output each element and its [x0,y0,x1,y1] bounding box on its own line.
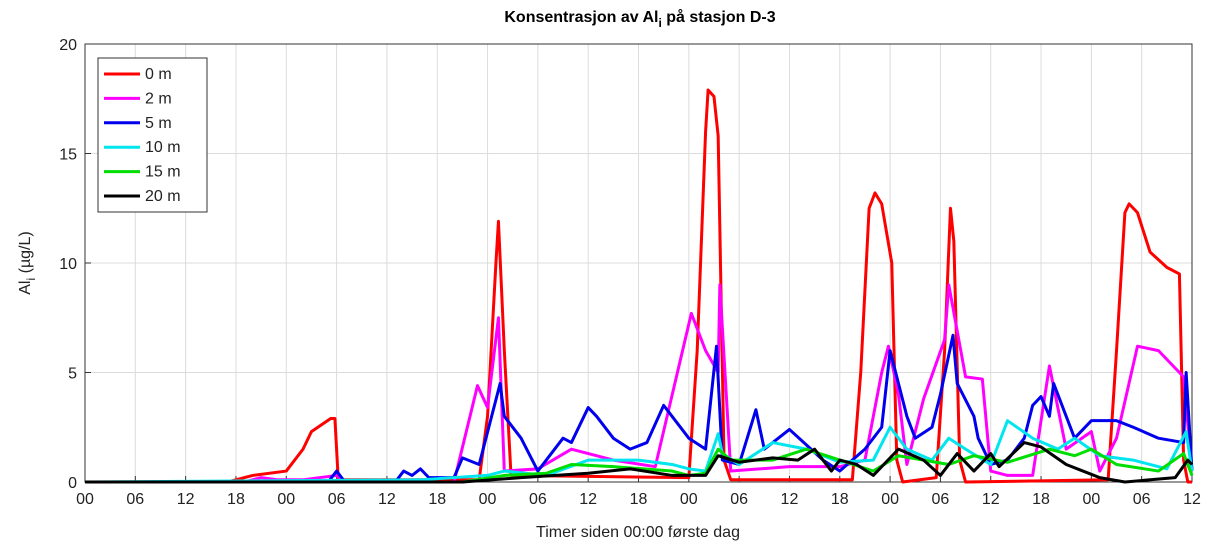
y-tick-label: 5 [68,366,77,383]
series-line [85,88,1192,484]
title-subscript: i [658,16,661,30]
x-tick-label: 00 [76,491,94,508]
legend-label: 15 m [145,164,181,181]
ylabel-part: (µg/L) [17,231,34,278]
x-tick-label: 00 [1082,491,1100,508]
x-tick-label: 12 [378,491,396,508]
ylabel-subscript: i [24,278,38,281]
y-tick-label: 10 [59,256,77,273]
x-tick-label: 00 [881,491,899,508]
x-tick-label: 18 [428,491,446,508]
legend-label: 20 m [145,188,181,205]
x-tick-label: 00 [479,491,497,508]
x-tick-label: 12 [982,491,1000,508]
x-tick-label: 18 [1032,491,1050,508]
x-tick-label: 18 [831,491,849,508]
x-tick-label: 18 [630,491,648,508]
title-part: Konsentrasjon av Al [504,9,658,26]
x-tick-label: 12 [579,491,597,508]
legend-label: 0 m [145,66,172,83]
y-tick-label: 15 [59,147,77,164]
x-tick-label: 18 [227,491,245,508]
x-tick-label: 06 [932,491,950,508]
x-tick-label: 06 [1133,491,1151,508]
x-tick-label: 06 [328,491,346,508]
chart-title: Konsentrasjon av Ali på stasjon D-3 [504,8,775,30]
x-tick-label: 12 [781,491,799,508]
legend-label: 10 m [145,139,181,156]
x-tick-label: 00 [680,491,698,508]
y-tick-label: 20 [59,37,77,54]
x-axis-label: Timer siden 00:00 første dag [536,524,740,541]
ylabel-part: Al [17,281,34,295]
x-tick-label: 00 [277,491,295,508]
x-tick-label: 12 [1183,491,1201,508]
x-tick-label: 12 [177,491,195,508]
x-tick-label: 06 [730,491,748,508]
y-tick-label: 0 [68,475,77,492]
x-tick-label: 06 [126,491,144,508]
x-tick-label: 06 [529,491,547,508]
legend-label: 2 m [145,90,172,107]
legend-label: 5 m [145,115,172,132]
title-part: på stasjon D-3 [662,8,776,26]
legend-box [97,57,208,213]
series-line [85,441,1194,484]
series-line [84,419,1194,484]
series-line [85,333,1194,484]
axes-box [84,43,1193,483]
y-axis-label: Ali (µg/L) [17,231,38,294]
